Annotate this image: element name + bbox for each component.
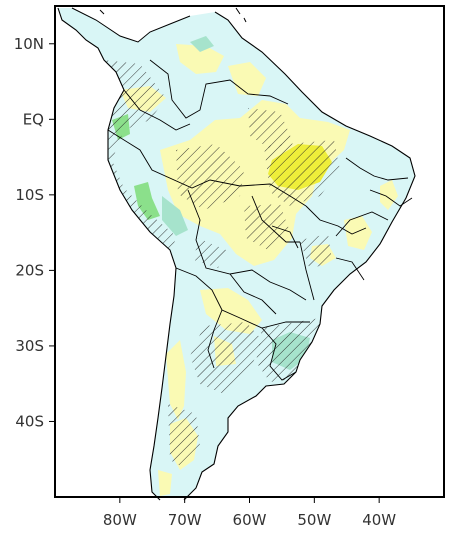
x-tick-label: 60W	[233, 511, 267, 529]
central-america-coast	[71, 7, 247, 43]
x-tick-label: 70W	[168, 511, 202, 529]
x-tick-label: 50W	[297, 511, 331, 529]
y-tick-label: EQ	[23, 110, 44, 128]
y-axis-ticks: 10N EQ 10S 20S 30S 40S	[14, 35, 55, 430]
x-tick-label: 80W	[103, 511, 137, 529]
y-tick-label: 20S	[15, 261, 44, 279]
y-tick-label: 40S	[15, 412, 44, 430]
x-axis-ticks: 80W 70W 60W 50W 40W	[103, 497, 396, 529]
y-tick-label: 10N	[14, 35, 44, 53]
y-tick-label: 10S	[15, 186, 44, 204]
coastline	[57, 7, 416, 501]
country-borders	[107, 59, 413, 381]
y-tick-label: 30S	[15, 337, 44, 355]
x-tick-label: 40W	[362, 511, 396, 529]
